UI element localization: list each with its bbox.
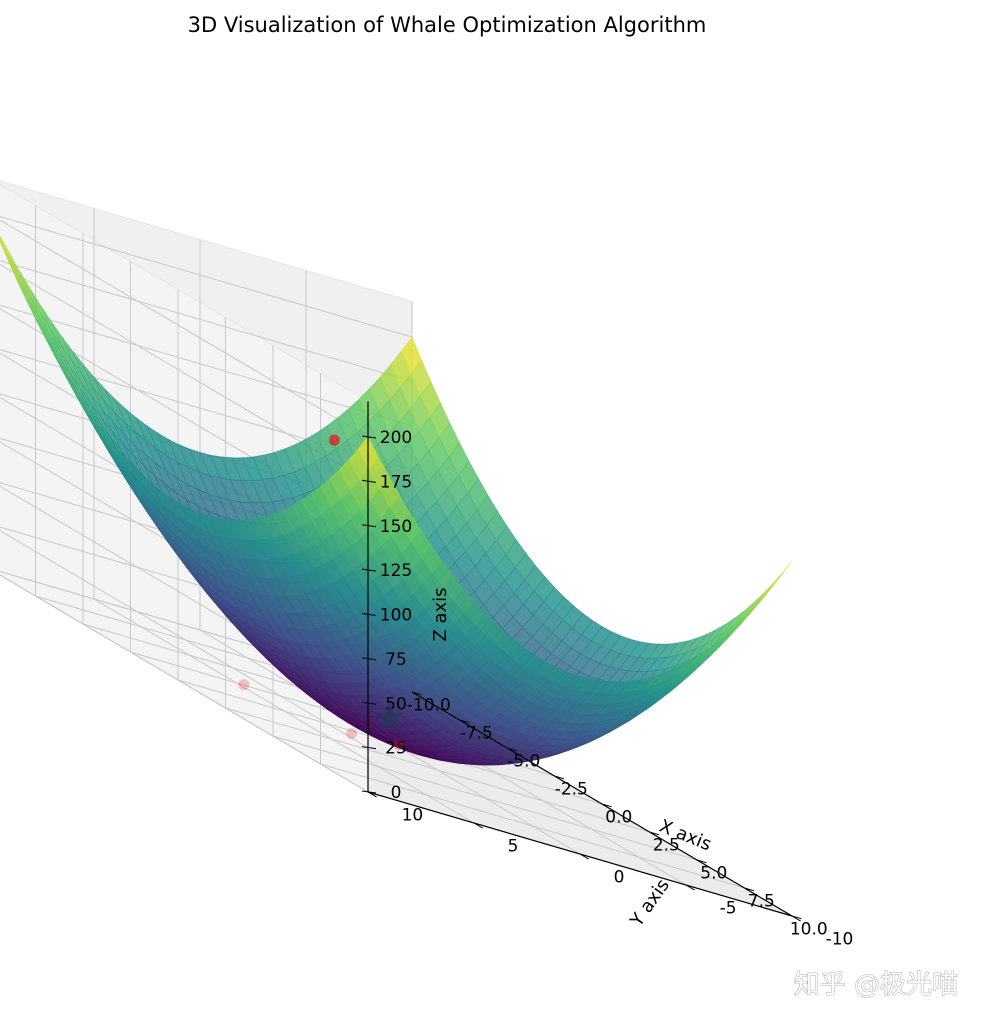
y-axis-label: Y axis bbox=[626, 875, 674, 931]
x-tick bbox=[649, 831, 660, 836]
whale-point bbox=[392, 739, 404, 751]
surface-patch bbox=[771, 560, 793, 588]
z-tick-label: 150 bbox=[380, 517, 412, 537]
x-tick bbox=[744, 887, 755, 892]
z-tick bbox=[361, 613, 377, 616]
best-position-star bbox=[375, 703, 405, 731]
x-tick-label: 2.5 bbox=[653, 835, 680, 855]
x-tick-label: -5.0 bbox=[507, 751, 540, 771]
z-tick bbox=[361, 435, 377, 439]
x-tick-label: -10.0 bbox=[407, 695, 451, 715]
y-tick bbox=[579, 853, 589, 860]
whale-point bbox=[238, 679, 250, 691]
x-tick-label: 0.0 bbox=[605, 807, 632, 827]
grid-line bbox=[0, 215, 413, 338]
x-tick bbox=[506, 747, 517, 752]
y-tick bbox=[473, 822, 483, 829]
z-tick-label: 100 bbox=[380, 606, 412, 626]
surface-patch bbox=[743, 593, 764, 617]
x-tick-label: -2.5 bbox=[555, 779, 588, 799]
x-tick bbox=[554, 775, 565, 780]
whale-points bbox=[238, 434, 405, 751]
z-tick bbox=[361, 746, 377, 750]
y-tick bbox=[791, 915, 801, 922]
watermark: 知乎 @极光喵 bbox=[794, 970, 958, 1000]
whale-point bbox=[346, 728, 358, 739]
surface bbox=[0, 235, 793, 766]
y-tick-label: 0 bbox=[614, 867, 625, 887]
z-tick bbox=[361, 790, 377, 794]
z-tick bbox=[361, 701, 377, 705]
x-tick-label: 10.0 bbox=[790, 919, 828, 939]
z-tick-label: 75 bbox=[385, 650, 407, 670]
grid-line bbox=[0, 260, 413, 382]
y-tick bbox=[367, 791, 377, 798]
z-tick bbox=[361, 479, 377, 483]
z-tick bbox=[361, 657, 377, 661]
z-tick-label: 0 bbox=[391, 783, 402, 803]
y-tick-label: -5 bbox=[720, 898, 737, 918]
z-tick-label: 175 bbox=[380, 472, 412, 492]
z-tick-label: 25 bbox=[385, 739, 407, 759]
x-tick bbox=[459, 719, 470, 724]
whale-point bbox=[328, 434, 340, 446]
grid-line bbox=[0, 574, 369, 793]
z-tick-label: 200 bbox=[380, 428, 412, 448]
z-axis-label: Z axis bbox=[430, 587, 451, 641]
z-tick bbox=[361, 568, 377, 572]
grid-line bbox=[93, 598, 475, 824]
grid-line bbox=[0, 304, 413, 427]
z-tick bbox=[361, 524, 377, 528]
chart-title: 3D Visualization of Whale Optimization A… bbox=[188, 13, 707, 37]
z-tick-label: 125 bbox=[380, 561, 412, 581]
x-tick-label: 7.5 bbox=[748, 891, 775, 911]
y-tick-label: 10 bbox=[402, 805, 424, 825]
y-tick-label: -10 bbox=[826, 929, 854, 949]
grid-line bbox=[0, 219, 369, 438]
y-tick-label: 5 bbox=[508, 836, 519, 856]
y-tick bbox=[685, 884, 695, 891]
grid-line bbox=[0, 530, 369, 749]
x-tick-label: 5.0 bbox=[700, 863, 727, 883]
x-tick bbox=[411, 691, 422, 696]
x-tick-label: -7.5 bbox=[460, 723, 493, 743]
x-tick bbox=[696, 859, 707, 864]
x-tick bbox=[601, 803, 612, 808]
surface-patch bbox=[733, 602, 755, 626]
axes: -10.0 -7.5 -5.0 -2.5 0.0 2.5 5.0 7.5 10.0-10 -5 0 5… bbox=[361, 401, 854, 949]
